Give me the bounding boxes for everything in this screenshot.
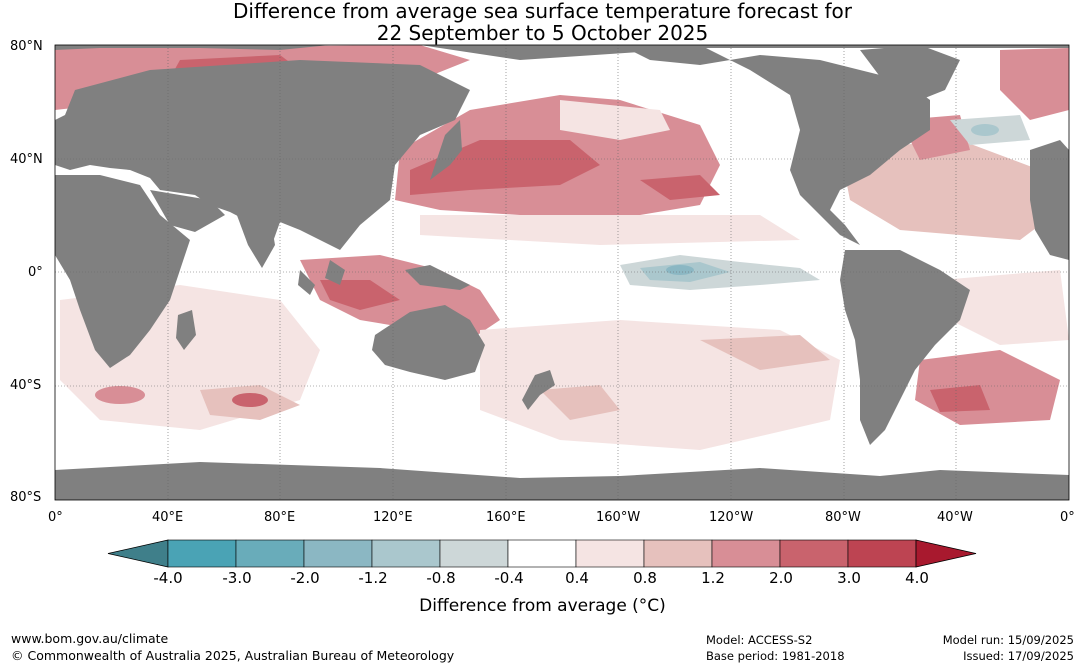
south-atlantic-strong-warm-region (930, 385, 990, 412)
lon-label-160e: 160°E (486, 510, 526, 525)
colorbar (107, 539, 977, 568)
lat-label-40n: 40°N (10, 152, 43, 167)
colorbar-swatch (439, 539, 509, 568)
madagascar (176, 310, 196, 350)
new-guinea (405, 265, 470, 290)
south-pacific-mid-warm-region (540, 385, 620, 420)
lon-label-40e: 40°E (152, 510, 184, 525)
australia (372, 305, 485, 380)
lon-label-80e: 80°E (264, 510, 296, 525)
footer-issued: Issued: 17/09/2025 (963, 649, 1074, 663)
colorbar-swatch (643, 539, 713, 568)
map-title-line2: 22 September to 5 October 2025 (376, 21, 709, 45)
subtropical-pacific-warm-region (420, 215, 800, 245)
japan (430, 120, 462, 180)
footer-base-period: Base period: 1981-2018 (706, 649, 845, 663)
land-masses (55, 45, 1069, 500)
arctic-coast (55, 45, 1069, 60)
lon-label-0: 0° (48, 510, 63, 525)
colorbar-swatch (371, 539, 441, 568)
colorbar-tick: 0.4 (565, 569, 589, 587)
map-body (55, 45, 1069, 500)
lon-label-0-right: 0° (1060, 510, 1075, 525)
eurasia (55, 60, 470, 250)
lon-label-120w: 120°W (709, 510, 754, 525)
colorbar-tick: -4.0 (153, 569, 183, 587)
lon-label-80w: 80°W (825, 510, 861, 525)
colorbar-tick: -1.2 (358, 569, 388, 587)
north-america (620, 45, 930, 245)
colorbar-swatch (575, 539, 645, 568)
lon-label-40w: 40°W (937, 510, 973, 525)
arabia (150, 190, 225, 232)
antarctica (55, 462, 1069, 500)
colorbar-swatch (507, 539, 577, 568)
equatorial-pacific-cool-peak (666, 265, 694, 275)
colorbar-swatch (779, 539, 849, 568)
colorbar-right-arrow (915, 539, 977, 568)
tropical-atlantic-warm-region (940, 270, 1069, 345)
footer-copyright: © Commonwealth of Australia 2025, Austra… (11, 648, 455, 663)
footer-url: www.bom.gov.au/climate (11, 631, 169, 646)
colorbar-tick: 4.0 (905, 569, 929, 587)
colorbar-tick: 2.0 (769, 569, 793, 587)
south-indian-strong-warm-spot (232, 393, 268, 407)
barents-warm-region (1000, 48, 1069, 120)
colorbar-tick: -0.8 (426, 569, 456, 587)
colorbar-tick: -2.0 (290, 569, 320, 587)
colorbar-swatch (847, 539, 917, 568)
borneo (325, 260, 345, 285)
lat-label-40s: 40°S (10, 378, 42, 393)
new-zealand (522, 370, 555, 410)
cool-anomaly-regions (620, 115, 1030, 290)
colorbar-tick: 1.2 (701, 569, 725, 587)
colorbar-swatch (711, 539, 781, 568)
north-atlantic-cool-core (971, 124, 999, 136)
colorbar-tick: 3.0 (837, 569, 861, 587)
greenland (860, 45, 960, 100)
colorbar-tick: 0.8 (633, 569, 657, 587)
gulf-alaska-light-region (560, 100, 670, 140)
southwest-indian-warm-spot (95, 386, 145, 404)
indonesia-strong-warm-region (320, 280, 400, 310)
colorbar-title: Difference from average (°C) (419, 596, 666, 616)
north-atlantic-warm-region (840, 140, 1060, 240)
southeast-pacific-mid-warm-region (700, 335, 830, 370)
south-america (840, 250, 970, 445)
sumatra (298, 270, 315, 295)
india (235, 210, 275, 268)
graticule (55, 45, 1069, 500)
colorbar-swatch (235, 539, 305, 568)
colorbar-tick: -0.4 (494, 569, 524, 587)
map-frame (54, 44, 1070, 501)
footer-model-run: Model run: 15/09/2025 (942, 633, 1074, 647)
colorbar-swatch (303, 539, 373, 568)
africa (55, 175, 190, 368)
footer-model: Model: ACCESS-S2 (706, 633, 813, 647)
west-africa-europe (1030, 140, 1069, 260)
northeast-pacific-strong-warm-region (640, 175, 720, 200)
lat-label-80n: 80°N (10, 39, 43, 54)
colorbar-tick: -3.0 (222, 569, 252, 587)
lon-label-160w: 160°W (596, 510, 641, 525)
colorbar-left-arrow (107, 539, 169, 568)
colorbar-swatch (167, 539, 237, 568)
map-title-line1: Difference from average sea surface temp… (232, 0, 852, 23)
lat-label-0: 0° (28, 265, 43, 280)
lat-label-80s: 80°S (10, 490, 42, 505)
lon-label-120e: 120°E (373, 510, 413, 525)
